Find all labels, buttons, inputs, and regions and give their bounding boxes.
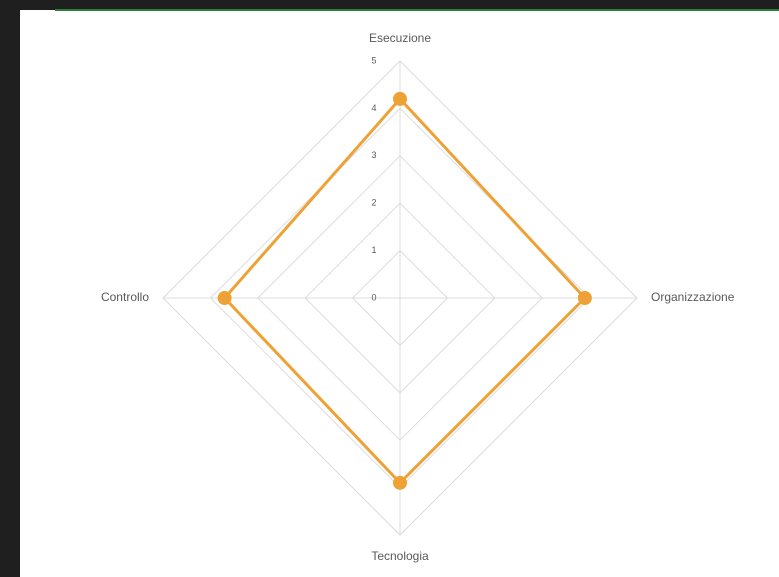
tick-label: 4 bbox=[371, 103, 376, 113]
category-label: Tecnologia bbox=[371, 549, 429, 563]
category-label: Organizzazione bbox=[651, 290, 735, 304]
category-label: Esecuzione bbox=[369, 31, 431, 45]
tick-label: 2 bbox=[371, 198, 376, 208]
tick-label: 0 bbox=[371, 292, 376, 302]
data-point bbox=[217, 291, 232, 305]
data-point bbox=[393, 475, 407, 490]
tick-label: 1 bbox=[371, 245, 376, 255]
tick-label: 5 bbox=[371, 55, 376, 65]
tick-label: 3 bbox=[371, 150, 376, 160]
data-point bbox=[577, 291, 592, 305]
category-label: Controllo bbox=[101, 290, 149, 304]
data-point bbox=[393, 91, 407, 106]
